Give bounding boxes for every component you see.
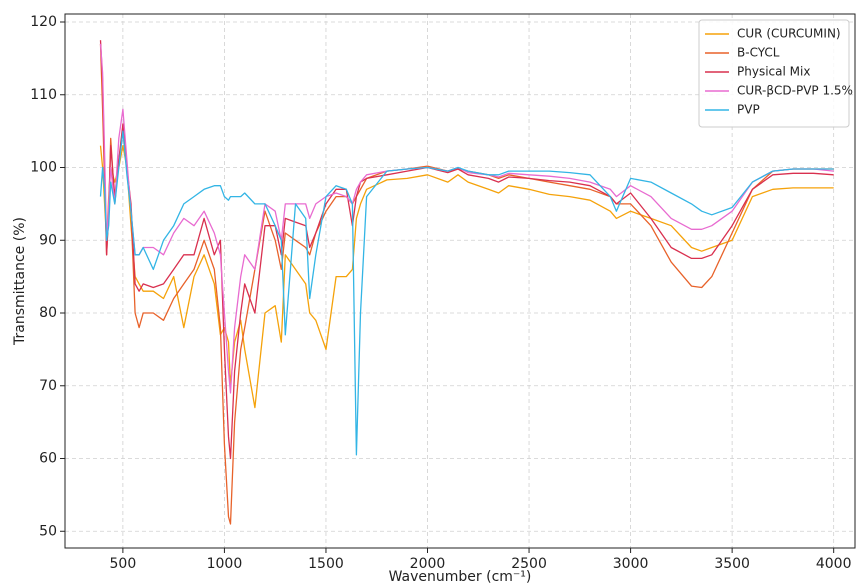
x-axis-label: Wavenumber (cm⁻¹) — [389, 569, 532, 585]
y-axis-label: Transmittance (%) — [12, 217, 28, 346]
legend: CUR (CURCUMIN) B-CYCL Physical Mix CUR-βCD-… — [698, 19, 853, 128]
plot-frame — [64, 13, 856, 549]
y-tick-label: 50 — [39, 523, 57, 539]
y-tick-label: 100 — [30, 160, 57, 176]
series-line — [99, 43, 834, 525]
x-tick-label: 500 — [110, 556, 137, 572]
y-tick-label: 60 — [39, 451, 57, 467]
x-tick-label: 2000 — [410, 556, 446, 572]
x-tick-label: 3500 — [714, 556, 750, 572]
legend-label: CUR (CURCUMIN) — [737, 27, 841, 41]
legend-label: CUR-βCD-PVP 1.5% — [737, 84, 853, 98]
legend-label: Physical Mix — [737, 65, 810, 79]
y-tick-label: 120 — [30, 14, 57, 30]
legend-box — [698, 19, 850, 128]
y-tick-label: 70 — [39, 378, 57, 394]
x-tick-label: 4000 — [816, 556, 852, 572]
x-tick-label: 1000 — [207, 556, 243, 572]
y-tick-label: 80 — [39, 305, 57, 321]
x-tick-label: 2500 — [511, 556, 547, 572]
legend-label: B-CYCL — [737, 46, 780, 60]
x-tick-label: 1500 — [308, 556, 344, 572]
x-tick-label: 3000 — [613, 556, 649, 572]
series-line — [99, 145, 834, 409]
series-line — [99, 130, 834, 456]
legend-label: PVP — [737, 103, 760, 117]
y-tick-label: 90 — [39, 232, 57, 248]
y-tick-label: 110 — [30, 87, 57, 103]
